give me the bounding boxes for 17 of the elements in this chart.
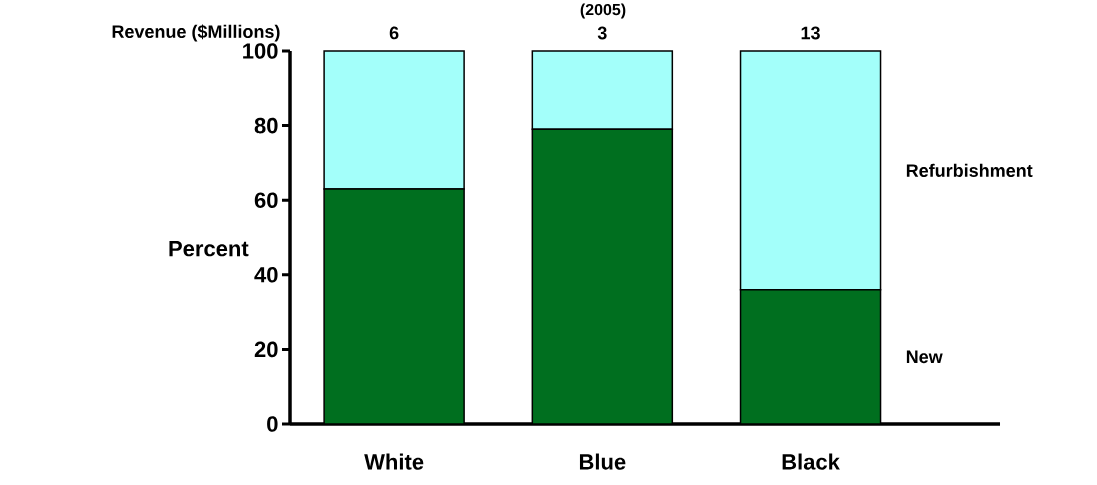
text: 6	[389, 26, 399, 40]
y-tick-label: 0	[267, 416, 278, 432]
x-tick-label: White	[364, 453, 424, 470]
text: 3	[597, 26, 607, 40]
y-tick-label: 100	[243, 43, 278, 59]
y-tick-label: 60	[254, 192, 278, 208]
y-tick-label: 80	[254, 117, 278, 134]
series-label: New	[906, 350, 943, 364]
y-tick-label: 20	[254, 341, 278, 358]
y-axis-title: Percent	[169, 241, 249, 257]
text: Revenue ($Millions)	[112, 24, 280, 42]
text: 13	[801, 26, 820, 40]
chart-title: (2005)	[580, 3, 626, 19]
x-tick-label: Blue	[579, 453, 626, 470]
y-tick-label: 40	[254, 267, 278, 283]
series-label: Refurbishment	[906, 163, 1033, 177]
x-tick-label: Black	[782, 453, 840, 470]
